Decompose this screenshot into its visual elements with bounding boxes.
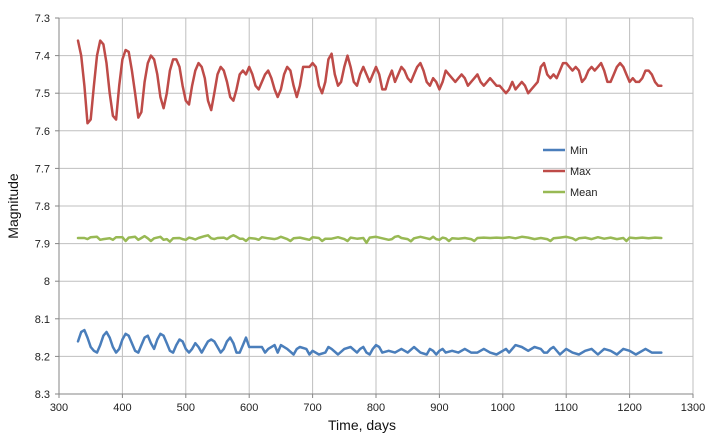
x-tick-label: 900 xyxy=(430,402,448,414)
y-tick-label: 8 xyxy=(44,276,50,288)
series-line-max xyxy=(76,39,663,125)
x-axis-label: Time, days xyxy=(328,417,396,433)
series-line-mean xyxy=(76,234,663,245)
x-tick-label: 500 xyxy=(177,402,195,414)
y-tick-labels: 7.3 7.4 7.5 7.6 7.7 7.8 7.9 8 8.1 8.2 8.3 xyxy=(35,13,59,401)
x-tick-label: 800 xyxy=(367,402,385,414)
y-tick-label: 8.1 xyxy=(35,314,50,326)
y-tick-label: 7.7 xyxy=(35,163,50,175)
series-line-min xyxy=(76,328,663,356)
x-tick-label: 1300 xyxy=(681,402,705,414)
y-tick-label: 7.4 xyxy=(35,51,50,63)
y-tick-label: 8.3 xyxy=(35,389,50,401)
y-tick-label: 7.5 xyxy=(35,88,50,100)
x-tick-label: 1000 xyxy=(491,402,515,414)
series-lines xyxy=(76,39,663,356)
x-tick-label: 600 xyxy=(240,402,258,414)
y-tick-label: 7.3 xyxy=(35,13,50,25)
x-tick-labels: 300 400 500 600 700 800 900 1000 1100 1200 1300 xyxy=(50,394,705,414)
y-tick-label: 7.6 xyxy=(35,126,50,138)
y-tick-label: 7.8 xyxy=(35,201,50,213)
y-tick-label: 8.2 xyxy=(35,351,50,363)
legend-label-mean: Mean xyxy=(570,187,598,199)
x-tick-label: 400 xyxy=(113,402,131,414)
legend-label-max: Max xyxy=(570,166,591,178)
x-tick-label: 1200 xyxy=(617,402,641,414)
x-tick-label: 1100 xyxy=(554,402,578,414)
x-tick-label: 300 xyxy=(50,402,68,414)
y-axis-label: Magnitude xyxy=(5,173,21,239)
y-tick-label: 7.9 xyxy=(35,239,50,251)
legend-label-min: Min xyxy=(570,145,588,157)
legend: Min Max Mean xyxy=(543,145,598,199)
x-tick-label: 700 xyxy=(303,402,321,414)
